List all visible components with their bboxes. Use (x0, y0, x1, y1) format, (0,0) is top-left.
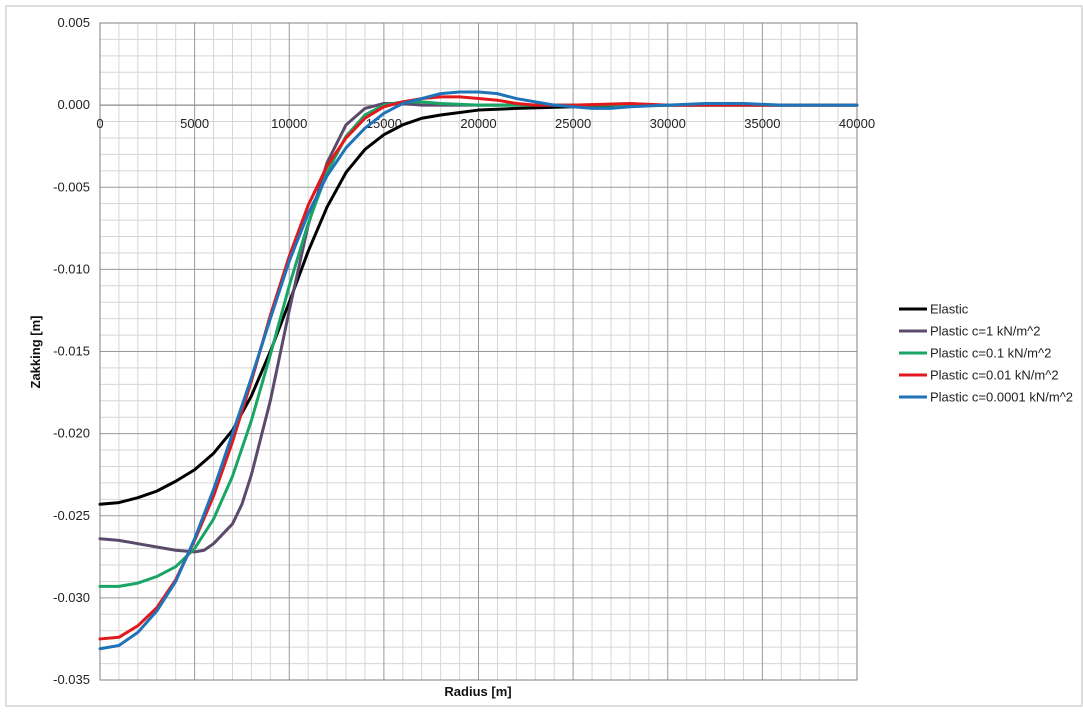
series-line-1 (98, 103, 859, 506)
x-tick-label: 25000 (555, 116, 591, 131)
legend-label-2: Plastic c=1 kN/m^2 (930, 324, 1041, 339)
y-tick-label: -0.005 (53, 179, 90, 194)
y-tick-label: -0.035 (53, 672, 90, 687)
y-tick-label: 0.005 (57, 15, 90, 30)
x-tick-label: 10000 (271, 116, 307, 131)
x-axis-ticks: 0 5000 10000 15000 20000 25000 30000 35000 40000 (96, 116, 875, 131)
legend-label-3: Plastic c=0.1 kN/m^2 (930, 346, 1051, 361)
x-tick-label: 20000 (460, 116, 496, 131)
y-tick-label: -0.030 (53, 590, 90, 605)
y-tick-label: -0.025 (53, 508, 90, 523)
x-axis-title: Radius [m] (444, 684, 511, 699)
x-tick-label: 5000 (180, 116, 209, 131)
series-line-5 (98, 90, 859, 651)
series-lines (98, 90, 859, 651)
plot-area-frame (99, 22, 858, 681)
legend: Elastic Plastic c=1 kN/m^2 Plastic c=0.1 k… (899, 302, 1073, 405)
legend-label-5: Plastic c=0.0001 kN/m^2 (930, 390, 1073, 405)
y-tick-label: 0.000 (57, 97, 90, 112)
legend-label-1: Elastic (930, 302, 969, 317)
y-axis-ticks: 0.005 0.000 -0.005 -0.010 -0.015 -0.020 -0.025… (53, 15, 90, 687)
y-tick-label: -0.010 (53, 261, 90, 276)
x-tick-label: 40000 (839, 116, 875, 131)
y-axis-title: Zakking [m] (28, 316, 43, 389)
legend-label-4: Plastic c=0.01 kN/m^2 (930, 368, 1059, 383)
y-tick-label: -0.020 (53, 426, 90, 441)
x-tick-label: 30000 (650, 116, 686, 131)
y-tick-label: -0.015 (53, 344, 90, 359)
x-tick-label: 35000 (744, 116, 780, 131)
x-tick-label: 0 (96, 116, 103, 131)
chart-outer-border (5, 5, 1083, 707)
